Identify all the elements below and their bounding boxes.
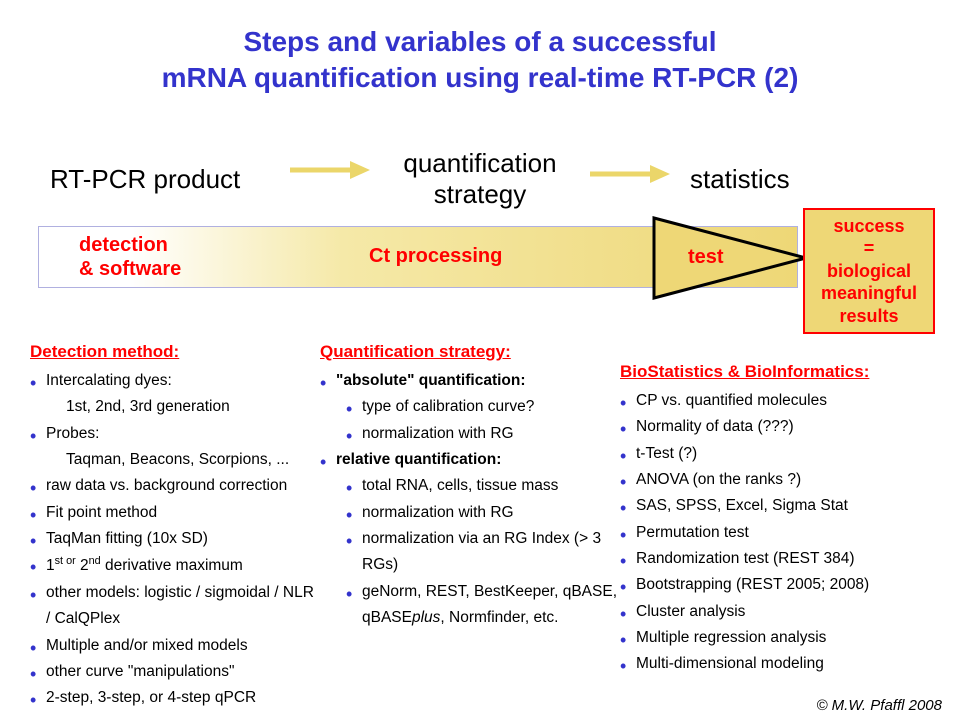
list-item: Normality of data (???) (620, 414, 930, 440)
column-list: "absolute" quantification:type of calibr… (320, 368, 620, 631)
list-item: 1st, 2nd, 3rd generation (30, 394, 320, 420)
list-item: SAS, SPSS, Excel, Sigma Stat (620, 493, 930, 519)
list-item: Randomization test (REST 384) (620, 546, 930, 572)
column-list: CP vs. quantified moleculesNormality of … (620, 388, 930, 678)
list-item: total RNA, cells, tissue mass (320, 473, 620, 499)
column-biostats: BioStatistics & BioInformatics: CP vs. qu… (620, 342, 930, 712)
list-item: Taqman, Beacons, Scorpions, ... (30, 447, 320, 473)
success-text: success = biological meaningful results (821, 215, 917, 328)
list-item: Bootstrapping (REST 2005; 2008) (620, 572, 930, 598)
bar-label-ct: Ct processing (369, 245, 502, 268)
list-item: "absolute" quantification: (320, 368, 620, 394)
column-heading: BioStatistics & BioInformatics: (620, 362, 930, 382)
list-item: Cluster analysis (620, 599, 930, 625)
list-item: Intercalating dyes: (30, 368, 320, 394)
list-item: ANOVA (on the ranks ?) (620, 467, 930, 493)
list-item: normalization with RG (320, 421, 620, 447)
triangle-label-test: test (688, 246, 724, 269)
list-item: raw data vs. background correction (30, 473, 320, 499)
list-item: other models: logistic / sigmoidal / NLR… (30, 580, 320, 633)
title-line-2: mRNA quantification using real-time RT-P… (0, 60, 960, 96)
arrow-2-icon (590, 162, 670, 186)
list-item: normalization via an RG Index (> 3 RGs) (320, 526, 620, 579)
title-line-1: Steps and variables of a successful (0, 24, 960, 60)
list-item: 1st or 2nd derivative maximum (30, 552, 320, 580)
list-item: type of calibration curve? (320, 394, 620, 420)
flow-label-stats: statistics (690, 164, 790, 195)
list-item: Multiple and/or mixed models (30, 633, 320, 659)
column-detection: Detection method: Intercalating dyes:1st,… (30, 342, 320, 712)
slide-title: Steps and variables of a successful mRNA… (0, 0, 960, 97)
list-item: 2-step, 3-step, or 4-step qPCR (30, 685, 320, 711)
column-list: Intercalating dyes:1st, 2nd, 3rd generat… (30, 368, 320, 712)
bar-label-detection: detection & software (79, 233, 181, 281)
list-item: Probes: (30, 421, 320, 447)
list-item: Multi-dimensional modeling (620, 651, 930, 677)
list-item: t-Test (?) (620, 441, 930, 467)
triangle-icon (650, 214, 810, 302)
list-item: relative quantification: (320, 447, 620, 473)
flow-label-rtpcr: RT-PCR product (50, 164, 240, 195)
list-item: CP vs. quantified molecules (620, 388, 930, 414)
list-item: Fit point method (30, 500, 320, 526)
success-box: success = biological meaningful results (803, 208, 935, 334)
column-heading: Detection method: (30, 342, 320, 362)
flow-row: RT-PCR product quantification strategy s… (0, 150, 960, 210)
list-item: geNorm, REST, BestKeeper, qBASE, qBASEpl… (320, 579, 620, 632)
column-heading: Quantification strategy: (320, 342, 620, 362)
column-quantification: Quantification strategy: "absolute" quant… (320, 342, 620, 712)
list-item: normalization with RG (320, 500, 620, 526)
list-item: TaqMan fitting (10x SD) (30, 526, 320, 552)
arrow-1-icon (290, 158, 370, 182)
list-item: Multiple regression analysis (620, 625, 930, 651)
flow-label-quant: quantification strategy (380, 148, 580, 210)
columns-container: Detection method: Intercalating dyes:1st,… (30, 342, 940, 712)
copyright-text: © M.W. Pfaffl 2008 (816, 697, 942, 714)
list-item: Permutation test (620, 520, 930, 546)
list-item: other curve "manipulations" (30, 659, 320, 685)
